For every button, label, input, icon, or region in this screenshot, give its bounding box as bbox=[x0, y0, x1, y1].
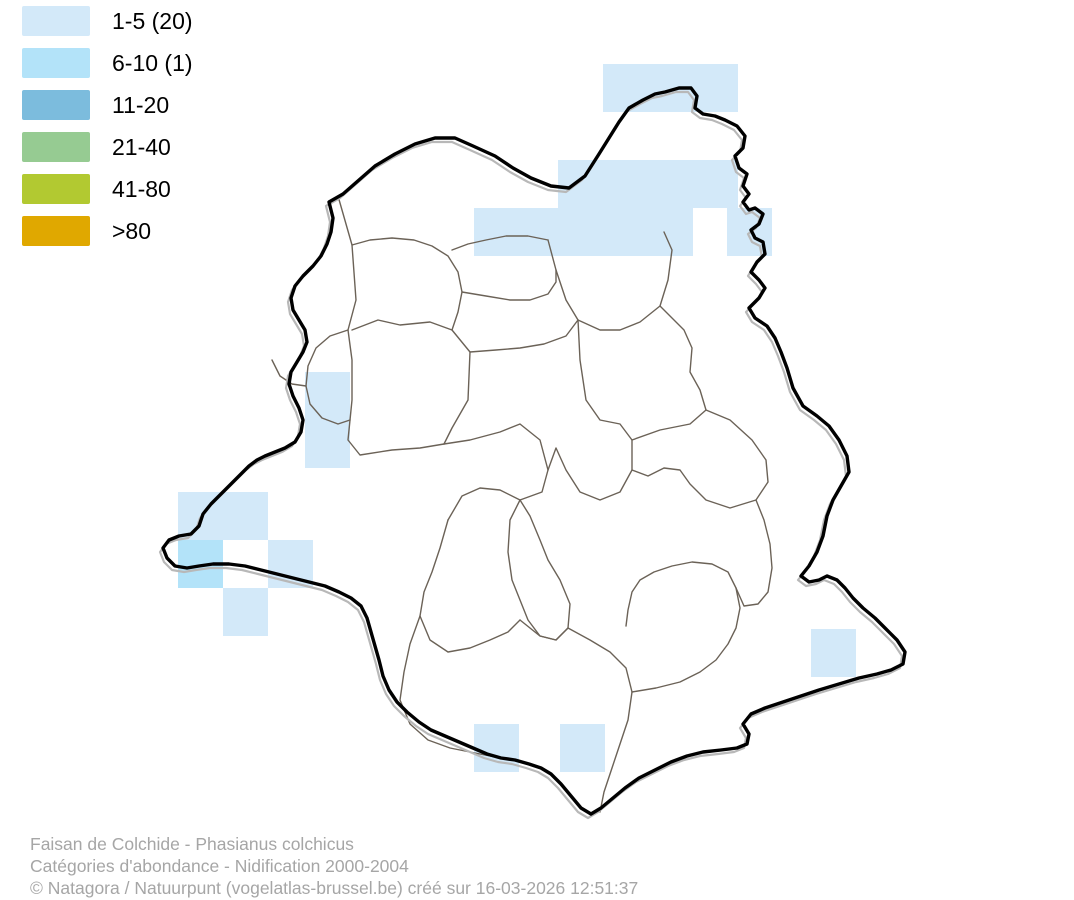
abundance-cell[interactable] bbox=[558, 208, 603, 256]
abundance-cell[interactable] bbox=[519, 208, 564, 256]
legend-item[interactable]: 1-5 (20) bbox=[22, 2, 262, 40]
legend-label-over-80: >80 bbox=[112, 217, 152, 244]
legend-item[interactable]: 6-10 (1) bbox=[22, 44, 262, 82]
legend-label-1-5: 1-5 (20) bbox=[112, 7, 193, 34]
legend-swatch-1-5 bbox=[22, 6, 90, 36]
species-name: Faisan de Colchide - Phasianus colchicus bbox=[30, 834, 354, 854]
abundance-cell[interactable] bbox=[305, 420, 350, 468]
region-outline bbox=[161, 86, 907, 816]
brussels-map-svg bbox=[158, 86, 907, 820]
legend-swatch-11-20 bbox=[22, 90, 90, 120]
commune-borders bbox=[271, 195, 773, 813]
legend-item[interactable]: 11-20 bbox=[22, 86, 262, 124]
legend-label-41-80: 41-80 bbox=[112, 175, 171, 202]
legend-swatch-21-40 bbox=[22, 132, 90, 162]
legend-item[interactable]: 41-80 bbox=[22, 170, 262, 208]
abundance-cell[interactable] bbox=[811, 629, 856, 677]
abundance-cell[interactable] bbox=[648, 160, 693, 208]
abundance-cell[interactable] bbox=[693, 64, 738, 112]
map-subtitle: Catégories d'abondance - Nidification 20… bbox=[30, 856, 409, 876]
copyright-line: © Natagora / Natuurpunt (vogelatlas-brus… bbox=[30, 878, 639, 898]
legend-label-6-10: 6-10 (1) bbox=[112, 49, 193, 76]
legend-swatch-over-80 bbox=[22, 216, 90, 246]
abundance-cell[interactable] bbox=[558, 160, 603, 208]
abundance-cell[interactable] bbox=[305, 372, 350, 420]
abundance-cell[interactable] bbox=[603, 208, 648, 256]
abundance-cell[interactable] bbox=[223, 588, 268, 636]
abundance-cell[interactable] bbox=[693, 160, 738, 208]
abundance-cell[interactable] bbox=[603, 160, 648, 208]
abundance-cell[interactable] bbox=[560, 724, 605, 772]
abundance-cell[interactable] bbox=[474, 208, 519, 256]
abundance-cell[interactable] bbox=[223, 492, 268, 540]
legend-label-21-40: 21-40 bbox=[112, 133, 171, 160]
footer-caption: Faisan de Colchide - Phasianus colchicus… bbox=[30, 833, 638, 899]
legend: 1-5 (20) 6-10 (1) 11-20 21-40 41-80 >80 bbox=[22, 2, 262, 254]
legend-swatch-6-10 bbox=[22, 48, 90, 78]
legend-swatch-41-80 bbox=[22, 174, 90, 204]
map-canvas[interactable] bbox=[0, 0, 1074, 830]
legend-label-11-20: 11-20 bbox=[112, 91, 170, 118]
legend-item[interactable]: 21-40 bbox=[22, 128, 262, 166]
legend-item[interactable]: >80 bbox=[22, 212, 262, 250]
